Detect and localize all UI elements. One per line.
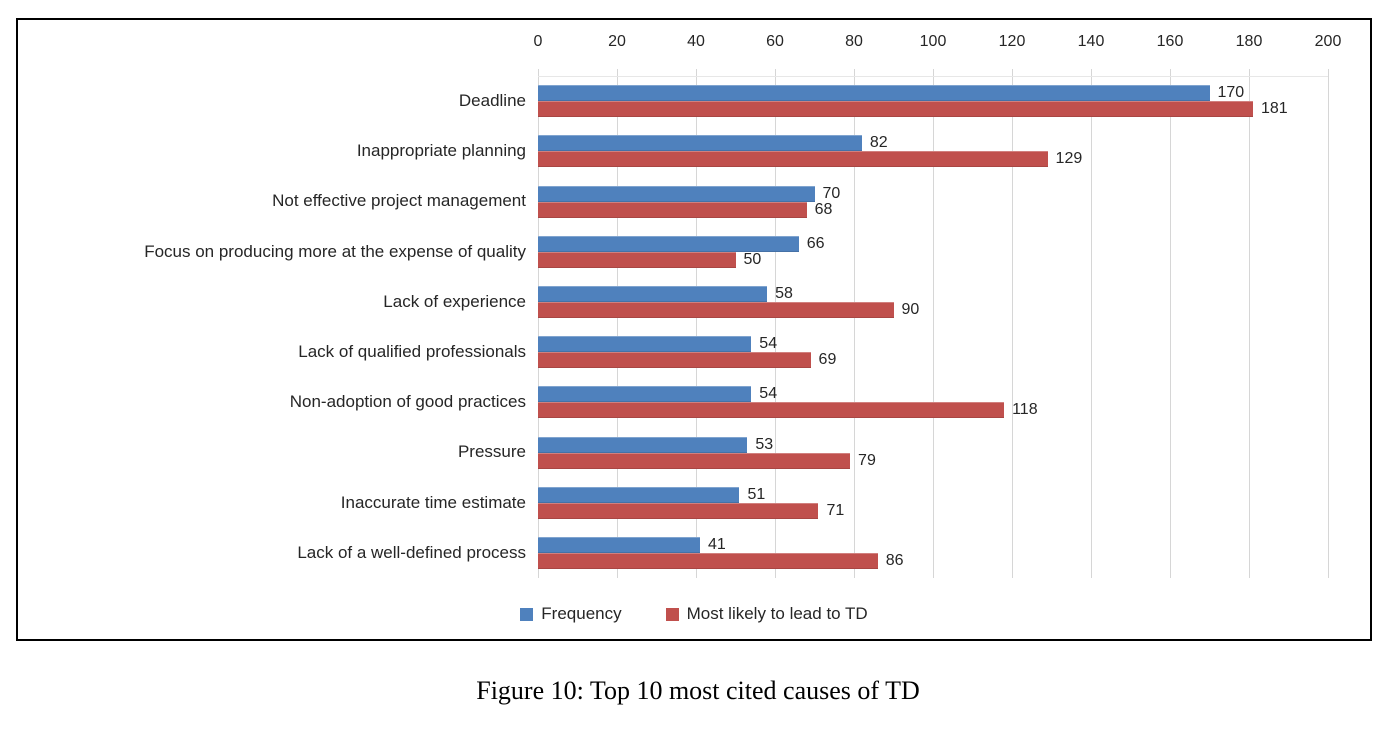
value-label: 129	[1055, 150, 1083, 168]
bar-most-likely-to-lead-to-td	[538, 101, 1253, 118]
category-label: Focus on producing more at the expense o…	[144, 241, 526, 261]
category-label: Non-adoption of good practices	[289, 392, 526, 412]
x-axis-tick-label: 80	[845, 33, 863, 50]
bar-frequency	[538, 285, 768, 302]
x-axis-tick-label: 200	[1314, 33, 1342, 50]
value-label: 58	[775, 284, 793, 302]
x-axis-tick-label: 20	[608, 33, 626, 50]
value-label: 90	[901, 300, 920, 318]
x-axis-tick-label: 100	[919, 33, 947, 50]
bar-most-likely-to-lead-to-td	[538, 502, 819, 519]
value-label: 82	[869, 134, 888, 152]
x-axis-line	[538, 76, 1328, 77]
value-label: 54	[759, 385, 778, 403]
figure-caption: Figure 10: Top 10 most cited causes of T…	[476, 676, 920, 705]
category-label: Deadline	[458, 91, 526, 111]
x-axis-tick-label: 180	[1235, 33, 1263, 50]
legend-item: Most likely to lead to TD	[665, 604, 868, 624]
value-label: 53	[755, 435, 774, 453]
legend-label: Most likely to lead to TD	[686, 604, 868, 623]
x-axis-tick-label: 140	[1077, 33, 1105, 50]
bar-frequency	[538, 135, 862, 152]
bar-frequency	[538, 336, 752, 353]
bar-most-likely-to-lead-to-td	[538, 151, 1048, 168]
x-axis-tick-label: 60	[766, 33, 784, 50]
gridline	[1012, 69, 1013, 578]
gridline	[1249, 69, 1250, 578]
category-label: Not effective project management	[272, 191, 526, 211]
gridline	[617, 69, 618, 578]
value-label: 71	[826, 501, 845, 519]
value-label: 170	[1217, 84, 1245, 102]
bar-most-likely-to-lead-to-td	[538, 301, 894, 318]
bar-frequency	[538, 386, 752, 403]
value-label: 86	[885, 551, 904, 569]
category-label: Lack of qualified professionals	[298, 342, 526, 362]
bar-most-likely-to-lead-to-td	[538, 251, 736, 268]
legend-swatch	[665, 607, 679, 621]
bar-frequency	[538, 185, 815, 202]
x-axis-tick-label: 40	[687, 33, 705, 50]
chart-frame: 0 20 40 60 80 100 120 140 160 180 200 Deadline 170 1…	[16, 18, 1372, 641]
value-label: 66	[806, 234, 825, 252]
legend-label: Frequency	[541, 604, 622, 623]
legend-swatch	[520, 607, 534, 621]
value-label: 41	[707, 535, 726, 553]
category-label: Inaccurate time estimate	[340, 492, 526, 512]
gridline	[933, 69, 934, 578]
legend-item: Frequency	[520, 604, 622, 624]
bar-most-likely-to-lead-to-td	[538, 201, 807, 218]
category-label: Inappropriate planning	[356, 141, 526, 161]
bar-frequency	[538, 85, 1210, 102]
gridline	[854, 69, 855, 578]
bar-most-likely-to-lead-to-td	[538, 552, 878, 569]
x-axis-tick-label: 160	[1156, 33, 1184, 50]
legend: Frequency Most likely to lead to TD	[18, 604, 1370, 624]
gridline	[1091, 69, 1092, 578]
value-label: 50	[743, 250, 762, 268]
value-label: 54	[759, 335, 778, 353]
value-label: 79	[858, 451, 876, 469]
value-label: 68	[814, 200, 833, 218]
category-label: Pressure	[457, 442, 526, 462]
x-axis-tick-label: 0	[533, 33, 543, 50]
value-label: 118	[1012, 401, 1038, 419]
bar-most-likely-to-lead-to-td	[538, 452, 851, 469]
value-label: 70	[822, 184, 841, 202]
bar-frequency	[538, 436, 748, 453]
gridline	[1328, 69, 1329, 578]
bar-frequency	[538, 536, 700, 553]
bar-frequency	[538, 235, 799, 252]
x-axis-tick-label: 120	[998, 33, 1026, 50]
gridline	[538, 69, 539, 578]
value-label: 181	[1260, 100, 1288, 118]
gridline	[696, 69, 697, 578]
bar-frequency	[538, 486, 740, 503]
bar-most-likely-to-lead-to-td	[538, 352, 811, 369]
gridline	[1170, 69, 1171, 578]
gridline	[775, 69, 776, 578]
category-label: Lack of a well-defined process	[297, 542, 526, 562]
value-label: 51	[747, 485, 766, 503]
value-label: 69	[818, 351, 837, 369]
category-label: Lack of experience	[383, 291, 526, 311]
bar-most-likely-to-lead-to-td	[538, 402, 1005, 419]
